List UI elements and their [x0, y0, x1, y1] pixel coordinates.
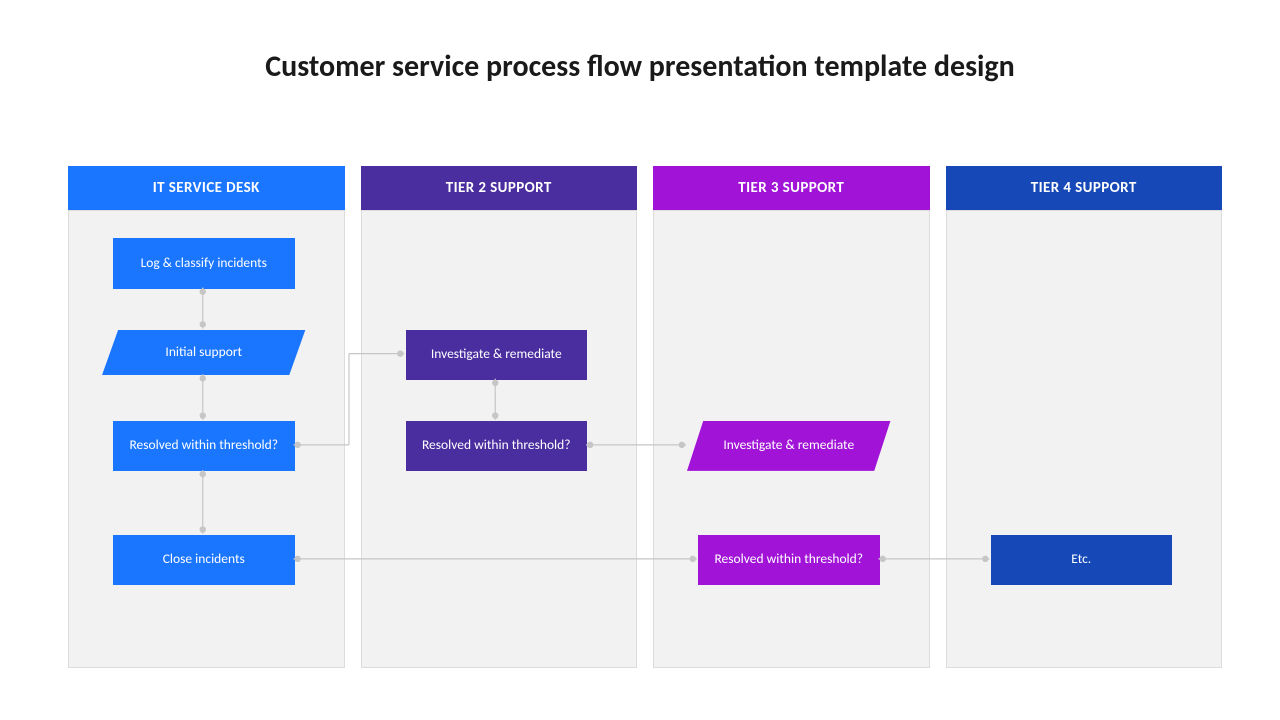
swimlanes-container: IT SERVICE DESK Log & classify incidents… — [68, 166, 1222, 668]
lane-header: TIER 2 SUPPORT — [361, 166, 638, 210]
lane-body: Investigate & remediate Resolved within t… — [653, 210, 930, 668]
lane-header: TIER 4 SUPPORT — [946, 166, 1223, 210]
slide-title: Customer service process flow presentati… — [0, 48, 1280, 85]
flow-node: Close incidents — [113, 535, 295, 585]
lane-tier4: TIER 4 SUPPORT Etc. — [946, 166, 1223, 668]
flow-node: Log & classify incidents — [113, 238, 295, 288]
lane-body: Log & classify incidents Initial support R… — [68, 210, 345, 668]
flow-node: Etc. — [991, 535, 1173, 585]
lane-tier2: TIER 2 SUPPORT Investigate & remediate Re… — [361, 166, 638, 668]
flow-node: Resolved within threshold? — [406, 421, 588, 471]
lane-it-service-desk: IT SERVICE DESK Log & classify incidents… — [68, 166, 345, 668]
lane-body: Investigate & remediate Resolved within t… — [361, 210, 638, 668]
flow-node: Investigate & remediate — [406, 330, 588, 380]
flow-node: Resolved within threshold? — [698, 535, 880, 585]
lane-tier3: TIER 3 SUPPORT Investigate & remediate Re… — [653, 166, 930, 668]
flow-node: Investigate & remediate — [687, 421, 891, 471]
flow-node: Initial support — [102, 330, 306, 376]
lane-header: IT SERVICE DESK — [68, 166, 345, 210]
lane-body: Etc. — [946, 210, 1223, 668]
flow-node: Resolved within threshold? — [113, 421, 295, 471]
lane-header: TIER 3 SUPPORT — [653, 166, 930, 210]
